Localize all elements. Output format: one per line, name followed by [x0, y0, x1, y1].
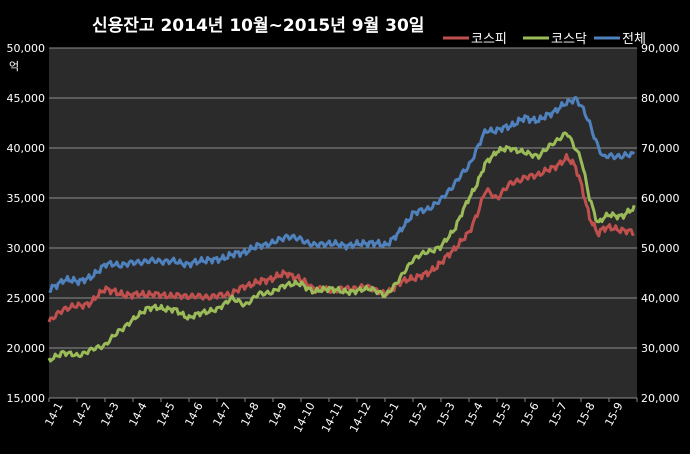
grid-lines	[49, 47, 637, 349]
y-axis-left: 15,000 20,000 25,000 30,000 35,000 40,000 45,0…	[7, 42, 46, 405]
y-tick-label-left: 30,000	[7, 242, 46, 255]
plot-area	[49, 48, 637, 398]
y-tick-label-right: 30,000	[641, 342, 680, 355]
y-tick-label-right: 80,000	[641, 92, 680, 105]
legend: 코스피 코스닥 전체	[443, 32, 646, 47]
series-line-kosdaq	[47, 131, 636, 363]
y-tick-label-right: 50,000	[641, 242, 680, 255]
y-tick-label-left: 45,000	[7, 92, 46, 105]
y-tick-label-left: 15,000	[7, 392, 46, 405]
y-tick-label-left: 25,000	[7, 292, 46, 305]
y-tick-label-right: 40,000	[641, 292, 680, 305]
y-tick-label-left: 20,000	[7, 342, 46, 355]
legend-label: 코스닥	[551, 32, 587, 47]
chart-title: 신용잔고 2014년 10월~2015년 9월 30일	[92, 16, 424, 36]
y-tick-label-left: 40,000	[7, 142, 46, 155]
series-line-kospi	[47, 153, 635, 323]
series-line-total	[48, 95, 636, 293]
y-tick-label-right: 70,000	[641, 142, 680, 155]
legend-label: 전체	[622, 32, 646, 47]
y-tick-label-right: 90,000	[641, 42, 680, 55]
y-tick-label-left: 50,000	[7, 42, 46, 55]
y-axis-unit-label: 억	[9, 60, 19, 73]
y-tick-label-right: 60,000	[641, 192, 680, 205]
series-layer	[47, 95, 636, 363]
legend-label: 코스피	[471, 32, 507, 47]
y-axis-right: 20,000 30,000 40,000 50,000 60,000 70,000 80,0…	[641, 42, 680, 405]
y-tick-label-left: 35,000	[7, 192, 46, 205]
y-tick-label-right: 20,000	[641, 392, 680, 405]
